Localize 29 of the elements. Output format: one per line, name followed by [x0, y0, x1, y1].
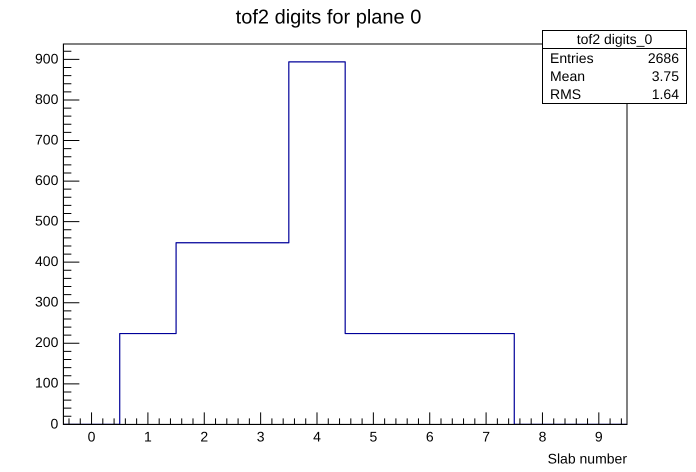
x-tick-label: 5: [369, 428, 378, 445]
y-tick-label: 200: [35, 334, 59, 350]
y-tick-label: 400: [35, 253, 59, 270]
x-tick-label: 4: [313, 428, 322, 445]
y-tick-label: 700: [35, 131, 59, 148]
text: 2686: [648, 49, 679, 67]
annotation: RMS: [550, 85, 582, 103]
x-tick-label: 9: [594, 428, 603, 445]
y-tick-label: 600: [35, 172, 59, 188]
y-tick-label: 500: [35, 212, 59, 228]
y-tick-label: 0: [50, 415, 59, 432]
x-axis-title: Slab number: [548, 450, 628, 466]
text: 3.75: [652, 67, 679, 85]
x-tick-label: 8: [538, 428, 547, 445]
chart-title: tof2 digits for plane 0: [236, 6, 422, 29]
y-tick-label: 800: [35, 90, 59, 107]
x-tick-label: 0: [88, 428, 96, 445]
y-tick-label: 300: [35, 294, 59, 310]
x-tick-label: 1: [144, 428, 152, 445]
text: 1.64: [652, 85, 679, 103]
y-tick-label: 100: [35, 374, 59, 391]
x-tick-label: 2: [200, 428, 208, 445]
annotation: tof2 digits_0: [543, 31, 686, 49]
annotation: Mean: [550, 67, 586, 85]
annotation: Entries: [550, 49, 594, 67]
x-tick-label: 6: [426, 428, 434, 445]
y-tick-label: 900: [35, 50, 59, 66]
x-tick-label: 3: [256, 428, 265, 445]
x-tick-label: 7: [482, 428, 490, 445]
